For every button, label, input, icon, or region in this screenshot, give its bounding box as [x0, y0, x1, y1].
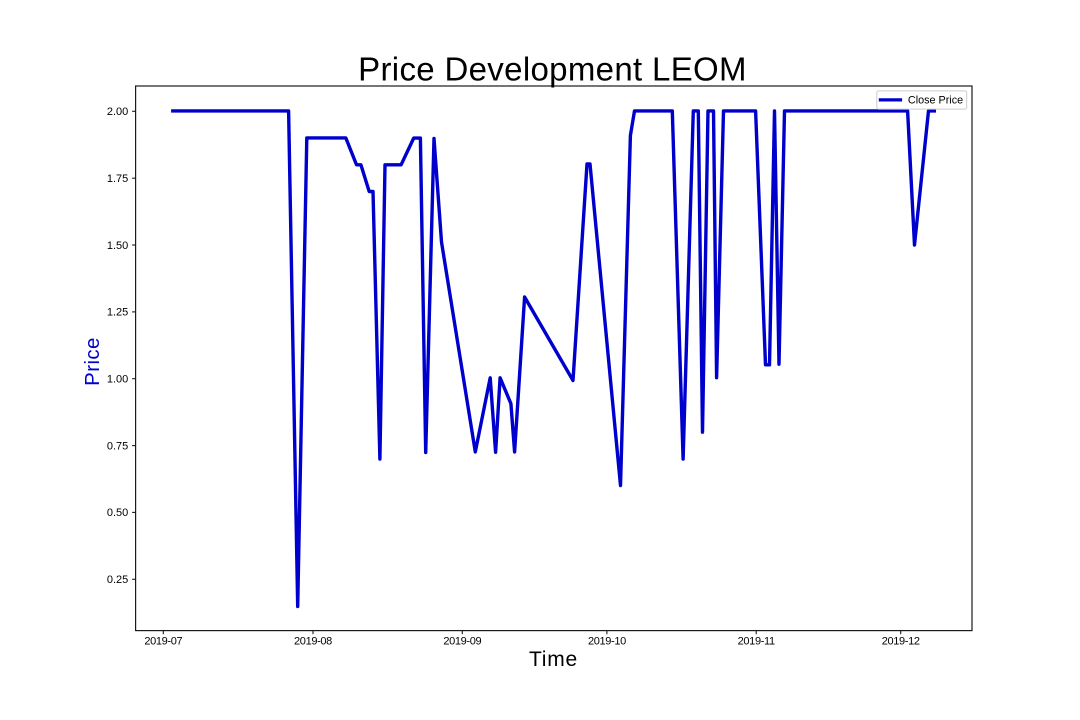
svg-text:Time: Time — [529, 648, 578, 671]
svg-text:2019-10: 2019-10 — [588, 636, 626, 648]
svg-text:0.50: 0.50 — [107, 507, 128, 519]
svg-text:1.25: 1.25 — [107, 307, 128, 319]
svg-text:0.75: 0.75 — [107, 440, 128, 452]
svg-text:1.00: 1.00 — [107, 374, 128, 386]
svg-text:0.25: 0.25 — [107, 574, 128, 586]
svg-text:2019-09: 2019-09 — [443, 636, 481, 648]
svg-text:2019-11: 2019-11 — [738, 636, 775, 648]
svg-text:Close Price: Close Price — [908, 95, 963, 107]
svg-text:1.50: 1.50 — [107, 240, 128, 252]
svg-text:Price Development LEOM: Price Development LEOM — [358, 50, 747, 87]
svg-text:1.75: 1.75 — [107, 173, 128, 185]
svg-text:2019-12: 2019-12 — [882, 636, 920, 648]
svg-text:Price: Price — [81, 337, 104, 386]
svg-text:2019-08: 2019-08 — [294, 636, 332, 648]
svg-text:2019-07: 2019-07 — [144, 636, 182, 648]
svg-text:2.00: 2.00 — [107, 106, 128, 118]
